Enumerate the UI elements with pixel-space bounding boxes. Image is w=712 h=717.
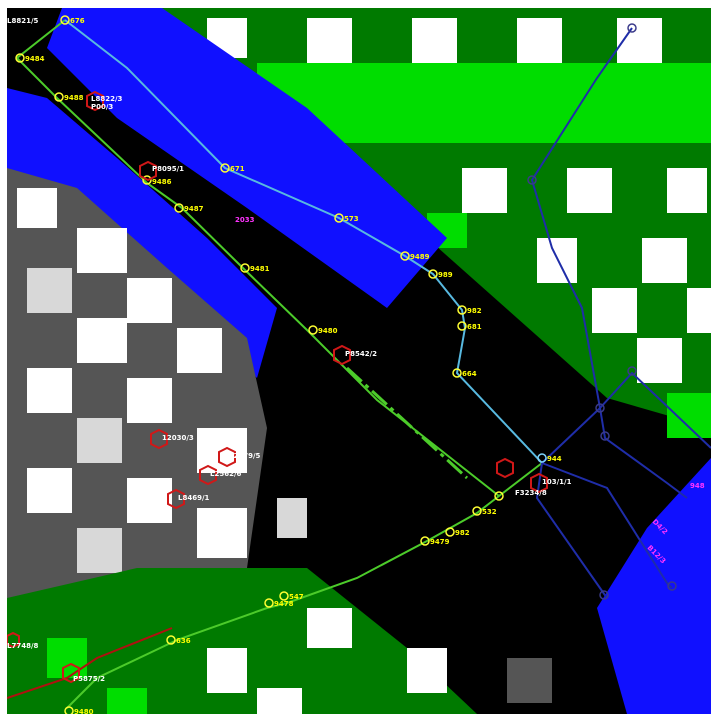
red-power-line[interactable] <box>7 627 173 699</box>
navy-power-line-south[interactable] <box>541 462 673 589</box>
pole-label: 982 <box>467 307 482 315</box>
substation-label: L2562/6 <box>210 470 241 478</box>
pole-marker[interactable] <box>457 321 467 331</box>
pole-label: 573 <box>344 215 359 223</box>
substation-marker[interactable] <box>333 344 351 366</box>
pole-label: 664 <box>462 370 477 378</box>
pole-label: 636 <box>176 637 191 645</box>
pole-marker[interactable] <box>220 163 230 173</box>
pole-label: 9478 <box>274 600 294 608</box>
pole-label: 681 <box>467 323 482 331</box>
gray-urban-area <box>7 168 307 608</box>
substation-label: P5875/2 <box>73 675 105 683</box>
pole-label: 9489 <box>410 253 430 261</box>
substation-marker[interactable] <box>7 631 20 649</box>
pole-marker[interactable] <box>627 366 637 376</box>
pole-marker[interactable] <box>472 506 482 516</box>
pole-label: 547 <box>289 593 304 601</box>
pole-label: 9486 <box>152 178 172 186</box>
pole-marker[interactable] <box>527 175 537 185</box>
substation-label: L7748/8 <box>7 642 38 650</box>
pole-marker[interactable] <box>600 431 610 441</box>
pole-markers <box>15 15 677 714</box>
pole-marker[interactable] <box>595 403 605 413</box>
pole-marker[interactable] <box>627 23 637 33</box>
green-dashed-segment <box>345 366 469 480</box>
pole-label: 9480 <box>74 708 94 714</box>
navy-power-line-branch[interactable] <box>541 405 688 499</box>
pole-marker[interactable] <box>494 491 504 501</box>
substation-label: 103/1/1 <box>542 478 572 486</box>
pole-marker[interactable] <box>334 213 344 223</box>
substation-marker[interactable] <box>150 428 168 450</box>
pole-marker[interactable] <box>240 263 250 273</box>
substation-label: P8095/1 <box>152 165 184 173</box>
navy-power-line-east[interactable] <box>599 371 711 449</box>
pole-marker[interactable] <box>428 269 438 279</box>
pole-marker[interactable] <box>457 305 467 315</box>
substation-markers <box>7 90 548 684</box>
substation-marker[interactable] <box>167 488 185 510</box>
substation-marker[interactable] <box>218 446 236 468</box>
pole-label: 9479 <box>430 538 450 546</box>
substation-label: L2579/5 <box>229 452 260 460</box>
magenta-label: 948 <box>690 482 705 490</box>
substation-marker[interactable] <box>530 472 548 494</box>
pole-marker[interactable] <box>308 325 318 335</box>
substation-marker[interactable] <box>62 662 80 684</box>
pole-marker[interactable] <box>64 706 74 714</box>
pole-marker[interactable] <box>400 251 410 261</box>
pole-marker[interactable] <box>142 175 152 185</box>
substation-marker[interactable] <box>86 90 104 112</box>
substation-label: P00/3 <box>91 103 113 111</box>
green-power-line[interactable] <box>15 19 543 498</box>
pole-marker[interactable] <box>60 15 70 25</box>
pole-marker[interactable] <box>264 598 274 608</box>
pole-marker[interactable] <box>537 453 547 463</box>
green-power-line-south[interactable] <box>66 495 500 709</box>
pole-label: 532 <box>482 508 497 516</box>
pole-label: L8821/5 <box>7 17 38 25</box>
pole-marker[interactable] <box>15 53 25 63</box>
pole-marker[interactable] <box>279 591 289 601</box>
pole-label: 676 <box>70 17 85 25</box>
pole-label: 9484 <box>25 55 45 63</box>
pole-label: 944 <box>547 455 562 463</box>
pole-marker[interactable] <box>667 581 677 591</box>
cyan-power-line[interactable] <box>64 19 543 464</box>
substation-label: 12030/3 <box>162 434 194 442</box>
pole-marker[interactable] <box>174 203 184 213</box>
pole-marker[interactable] <box>445 527 455 537</box>
pole-marker[interactable] <box>54 92 64 102</box>
pole-label: 989 <box>438 271 453 279</box>
pole-label: 9487 <box>184 205 204 213</box>
substation-marker[interactable] <box>199 464 217 486</box>
substation-marker[interactable] <box>139 160 157 182</box>
substation-label: P8542/2 <box>345 350 377 358</box>
green-field-area-bottom <box>7 568 552 714</box>
pole-marker[interactable] <box>166 635 176 645</box>
substation-label: L8469/1 <box>178 494 209 502</box>
magenta-label: 2033 <box>235 216 255 224</box>
navy-power-line-north[interactable] <box>530 27 633 409</box>
pole-label: 9488 <box>64 94 84 102</box>
substation-label: F3234/8 <box>515 489 547 497</box>
substation-label: L8822/3 <box>91 95 122 103</box>
pole-marker[interactable] <box>452 368 462 378</box>
substation-marker[interactable] <box>496 457 514 479</box>
pole-label: 9480 <box>318 327 338 335</box>
pole-marker[interactable] <box>599 590 609 600</box>
pole-label: 982 <box>455 529 470 537</box>
pole-marker[interactable] <box>420 536 430 546</box>
pole-label: 671 <box>230 165 245 173</box>
map-canvas[interactable]: L8821/5 676 9484 9488 L8822/3 P00/3 P809… <box>7 8 711 714</box>
pole-label: 9481 <box>250 265 270 273</box>
